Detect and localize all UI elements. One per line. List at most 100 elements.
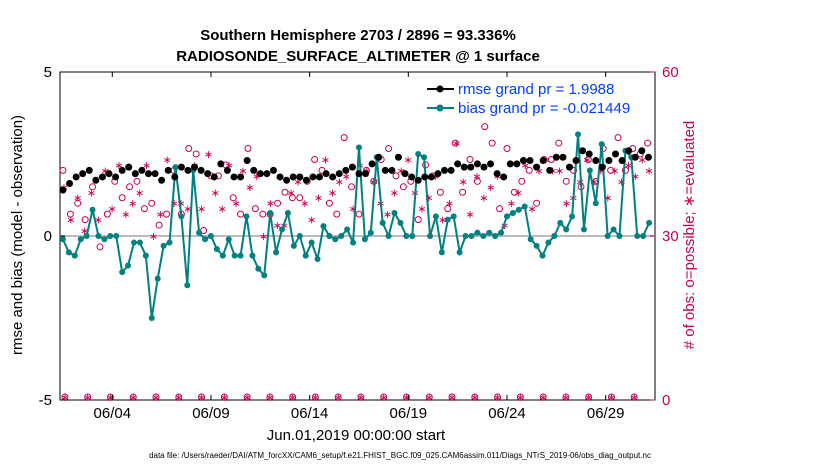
obs-evaluated-point: ∗ (252, 170, 261, 183)
rmse-point (572, 157, 580, 165)
obs-possible-zero-point (152, 393, 160, 401)
bias-point (580, 226, 587, 233)
bias-point (338, 233, 345, 239)
bias-point (462, 233, 469, 239)
obs-possible-zero-point (425, 393, 433, 401)
x-axis-start-label: Jun.01,2019 00:00:00 start (267, 427, 446, 444)
obs-evaluated-zero-point: ∗ (539, 391, 548, 404)
right-axis-label: # of obs: o=possible; ∗=evaluated (681, 121, 698, 350)
rmse-point (408, 173, 416, 181)
bias-point (172, 164, 179, 171)
obs-possible-zero-point (106, 393, 114, 401)
left-axis-ticks: 5 0 -5 (39, 64, 65, 409)
bias-point (397, 219, 404, 226)
bias-point (131, 239, 138, 246)
obs-evaluated-point: ∗ (445, 197, 454, 210)
bias-point (492, 233, 499, 239)
rmse-point (250, 166, 258, 174)
obs-possible-point (311, 155, 319, 163)
rmse-point (559, 153, 567, 161)
bias-point (646, 219, 653, 226)
obs-possible-point (274, 199, 282, 207)
obs-evaluated-zero-point: ∗ (630, 391, 639, 404)
bias-point (616, 233, 623, 239)
obs-evaluated-point: ∗ (73, 192, 82, 205)
bias-point (225, 236, 232, 243)
rmse-point (579, 147, 587, 155)
rmse-point (283, 176, 291, 184)
obs-evaluated-point: ∗ (169, 197, 178, 210)
obs-evaluated-zero-point: ∗ (402, 391, 411, 404)
rmse-point (112, 173, 120, 181)
rmse-point (434, 170, 442, 178)
bias-point (320, 223, 327, 230)
bias-point (391, 210, 398, 217)
bias-point (125, 262, 132, 269)
bias-point (533, 242, 540, 249)
obs-evaluated-zero-point: ∗ (356, 391, 365, 404)
bias-point (432, 213, 439, 220)
rmse-point (171, 173, 179, 181)
obs-possible-point (126, 183, 134, 191)
obs-possible-zero-point (448, 393, 456, 401)
obs-evaluated-point: ∗ (459, 175, 468, 188)
rmse-point (322, 170, 330, 178)
obs-evaluated-point: ∗ (135, 186, 144, 199)
obs-possible-point (614, 134, 622, 142)
right-tick-label: 30 (662, 228, 679, 245)
obs-evaluated-point: ∗ (472, 170, 481, 183)
obs-evaluated-zero-point: ∗ (379, 391, 388, 404)
obs-evaluated-point: ∗ (397, 164, 406, 177)
rmse-point (414, 176, 422, 184)
rmse-point (72, 173, 80, 181)
rmse-point (296, 173, 304, 181)
bias-point (314, 255, 321, 262)
obs-possible-zero-point (243, 393, 251, 401)
obs-evaluated-point: ∗ (624, 159, 633, 172)
obs-possible-point (192, 150, 200, 158)
bias-series (59, 131, 653, 321)
obs-evaluated-point: ∗ (534, 164, 543, 177)
obs-evaluated-point: ∗ (197, 203, 206, 216)
x-tick-label: 06/14 (291, 405, 329, 422)
obs-evaluated-point: ∗ (527, 203, 536, 216)
bias-point (427, 233, 434, 239)
obs-evaluated-zero-point: ∗ (311, 391, 320, 404)
obs-possible-point (163, 210, 171, 218)
bias-point (498, 229, 505, 236)
rmse-point (421, 173, 429, 181)
bias-point (604, 233, 611, 239)
obs-evaluated-point: ∗ (314, 192, 323, 205)
obs-evaluated-point: ∗ (348, 203, 357, 216)
bias-point (438, 249, 445, 256)
obs-evaluated-point: ∗ (383, 208, 392, 221)
left-tick-label: 5 (44, 64, 52, 81)
obs-possible-zero-point (289, 393, 297, 401)
bias-point (267, 210, 274, 217)
bias-point (213, 246, 220, 253)
rmse-point (158, 176, 166, 184)
bias-point (184, 282, 191, 289)
bias-point (545, 239, 552, 246)
bias-point (379, 219, 386, 226)
obs-evaluated-point: ∗ (369, 175, 378, 188)
obs-evaluated-zero-point: ∗ (151, 391, 160, 404)
bias-point (539, 252, 546, 259)
obs-possible-zero-point (198, 393, 206, 401)
rmse-point (289, 173, 297, 181)
legend-bias-label: bias grand pr = -0.021449 (458, 100, 630, 117)
obs-evaluated-point: ∗ (610, 164, 619, 177)
bias-point (71, 252, 78, 259)
bias-point (403, 233, 410, 239)
obs-evaluated-point: ∗ (128, 197, 137, 210)
rmse-point (644, 153, 652, 161)
obs-evaluated-point: ∗ (114, 159, 123, 172)
rmse-point (546, 166, 554, 174)
obs-evaluated-zero-point: ∗ (516, 391, 525, 404)
rmse-point (565, 163, 573, 171)
bias-point (166, 239, 173, 246)
obs-evaluated-point: ∗ (204, 148, 213, 161)
obs-evaluated-zero-point: ∗ (470, 391, 479, 404)
obs-possible-point (96, 243, 104, 251)
